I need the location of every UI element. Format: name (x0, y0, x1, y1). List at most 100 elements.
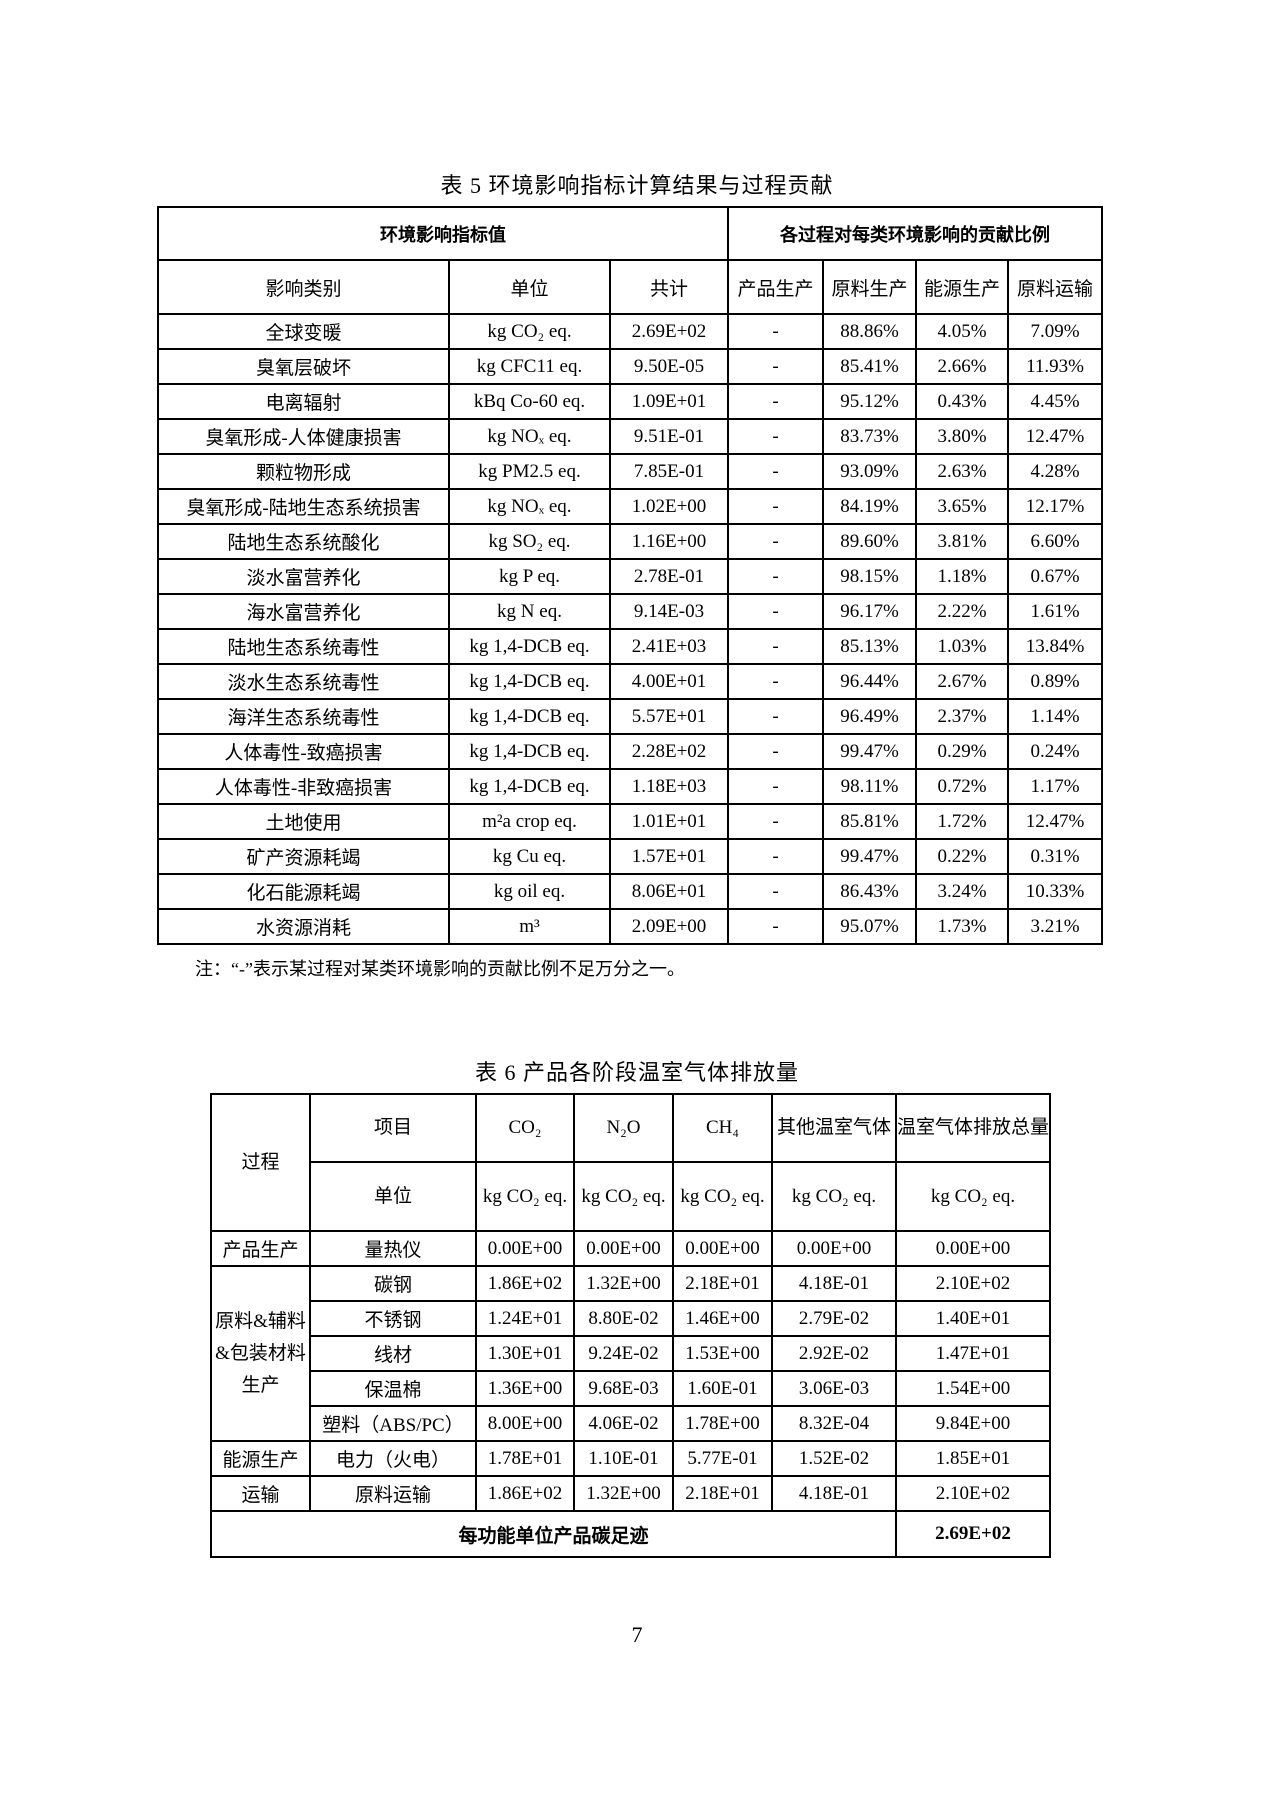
cell-transport: 1.14% (1007, 698, 1104, 735)
cell-raw: 96.17% (822, 593, 918, 630)
gas-header: 温室气体排放总量 (895, 1093, 1051, 1163)
column-header: 共计 (608, 259, 730, 315)
table-row: 陆地生态系统酸化 kg SO₂ eq. 1.16E+00-89.60% 3.81% 6.… (157, 523, 1104, 560)
cell-category: 电离辐射 (157, 383, 450, 420)
cell-category: 矿产资源耗竭 (157, 838, 450, 875)
cell-category: 臭氧层破坏 (157, 348, 450, 385)
cell-energy: 2.22% (915, 593, 1010, 630)
item-cell: 塑料（ABS/PC） (309, 1405, 477, 1442)
column-header: 能源生产 (915, 259, 1010, 315)
cell-product: - (727, 418, 825, 455)
cell-raw: 85.41% (822, 348, 918, 385)
cell-product: - (727, 908, 825, 945)
cell-unit: kg CO₂ eq. (448, 313, 611, 350)
unit-cell: kg CO₂ eq. (771, 1161, 897, 1232)
table6-caption: 表 6 产品各阶段温室气体排放量 (474, 1060, 799, 1085)
value-cell: 9.24E-02 (573, 1335, 674, 1372)
table-row: 海水富营养化 kg N eq. 9.14E-03-96.17% 2.22% 1.61% (157, 593, 1104, 630)
table-row: 全球变暖 kg CO₂ eq. 2.69E+02-88.86% 4.05% 7.09% (157, 313, 1104, 350)
cell-total: 1.16E+00 (608, 523, 730, 560)
cell-transport: 12.47% (1007, 418, 1104, 455)
cell-transport: 12.17% (1007, 488, 1104, 525)
cell-category: 颗粒物形成 (157, 453, 450, 490)
table5-caption: 表 5 环境影响指标计算结果与过程贡献 (440, 173, 834, 198)
value-cell: 2.18E+01 (672, 1265, 773, 1302)
table-row: 水资源消耗 m³ 2.09E+00-95.07% 1.73% 3.21% (157, 908, 1104, 945)
cell-product: - (727, 488, 825, 525)
cell-total: 9.51E-01 (608, 418, 730, 455)
cell-raw: 88.86% (822, 313, 918, 350)
cell-product: - (727, 383, 825, 420)
cell-raw: 93.09% (822, 453, 918, 490)
cell-energy: 3.81% (915, 523, 1010, 560)
value-cell: 1.53E+00 (672, 1335, 773, 1372)
cell-raw: 99.47% (822, 838, 918, 875)
cell-unit: kg SO₂ eq. (448, 523, 611, 560)
cell-raw: 98.11% (822, 768, 918, 805)
table-row: 能源生产 电力（火电） 1.78E+01 1.10E-01 5.77E-01 1.52E-… (210, 1440, 1051, 1477)
value-cell: 1.10E-01 (573, 1440, 674, 1477)
value-cell: 4.18E-01 (771, 1265, 897, 1302)
value-cell: 2.92E-02 (771, 1335, 897, 1372)
value-cell: 1.85E+01 (895, 1440, 1051, 1477)
cell-total: 4.00E+01 (608, 663, 730, 700)
cell-product: - (727, 803, 825, 840)
cell-transport: 0.31% (1007, 838, 1104, 875)
cell-energy: 3.80% (915, 418, 1010, 455)
cell-energy: 0.72% (915, 768, 1010, 805)
cell-unit: kg NOₓ eq. (448, 418, 611, 455)
cell-transport: 10.33% (1007, 873, 1104, 910)
item-header: 项目 (309, 1093, 477, 1163)
cell-unit: kg 1,4-DCB eq. (448, 628, 611, 665)
group-header-indicator-values: 环境影响指标值 (156, 206, 730, 261)
cell-total: 9.14E-03 (608, 593, 730, 630)
value-cell: 1.78E+01 (475, 1440, 575, 1477)
cell-energy: 0.22% (915, 838, 1010, 875)
value-cell: 1.30E+01 (475, 1335, 575, 1372)
value-cell: 0.00E+00 (895, 1230, 1051, 1267)
cell-total: 2.41E+03 (608, 628, 730, 665)
value-cell: 0.00E+00 (475, 1230, 575, 1267)
cell-product: - (727, 313, 825, 350)
cell-product: - (727, 733, 825, 770)
cell-transport: 11.93% (1007, 348, 1104, 385)
cell-transport: 0.67% (1007, 558, 1104, 595)
value-cell: 8.32E-04 (771, 1405, 897, 1442)
cell-energy: 0.29% (915, 733, 1010, 770)
cell-energy: 2.63% (915, 453, 1010, 490)
unit-cell: kg CO₂ eq. (672, 1161, 773, 1232)
cell-transport: 7.09% (1007, 313, 1104, 350)
cell-energy: 3.24% (915, 873, 1010, 910)
cell-raw: 84.19% (822, 488, 918, 525)
column-header: 原料生产 (822, 259, 918, 315)
cell-energy: 1.73% (915, 908, 1010, 945)
footer-row: 每功能单位产品碳足迹 2.69E+02 (210, 1510, 1051, 1558)
value-cell: 1.86E+02 (475, 1265, 575, 1302)
table-row: 矿产资源耗竭 kg Cu eq. 1.57E+01-99.47% 0.22% 0.31% (157, 838, 1104, 875)
value-cell: 9.84E+00 (895, 1405, 1051, 1442)
cell-transport: 13.84% (1007, 628, 1104, 665)
table-row: 化石能源耗竭 kg oil eq. 8.06E+01-86.43% 3.24% 10.3… (157, 873, 1104, 910)
cell-energy: 0.43% (915, 383, 1010, 420)
cell-category: 海洋生态系统毒性 (157, 698, 450, 735)
cell-transport: 1.61% (1007, 593, 1104, 630)
table-row: 颗粒物形成 kg PM2.5 eq. 7.85E-01-93.09% 2.63% 4.2… (157, 453, 1104, 490)
cell-raw: 96.49% (822, 698, 918, 735)
cell-energy: 2.37% (915, 698, 1010, 735)
cell-energy: 1.72% (915, 803, 1010, 840)
cell-product: - (727, 698, 825, 735)
cell-product: - (727, 768, 825, 805)
cell-product: - (727, 873, 825, 910)
table-row: 人体毒性-非致癌损害 kg 1,4-DCB eq. 1.18E+03-98.11% 0… (157, 768, 1104, 805)
item-cell: 电力（火电） (309, 1440, 477, 1477)
value-cell: 4.18E-01 (771, 1475, 897, 1512)
cell-total: 7.85E-01 (608, 453, 730, 490)
table5-note: 注：“-”表示某过程对某类环境影响的贡献比例不足万分之一。 (195, 959, 685, 979)
group-header-contribution: 各过程对每类环境影响的贡献比例 (727, 206, 1104, 261)
table-row: 陆地生态系统毒性 kg 1,4-DCB eq. 2.41E+03-85.13% 1.0… (157, 628, 1104, 665)
cell-unit: kBq Co-60 eq. (448, 383, 611, 420)
cell-total: 1.18E+03 (608, 768, 730, 805)
footer-value: 2.69E+02 (895, 1510, 1051, 1558)
cell-unit: kg 1,4-DCB eq. (448, 663, 611, 700)
gas-header: N₂O (573, 1093, 674, 1163)
